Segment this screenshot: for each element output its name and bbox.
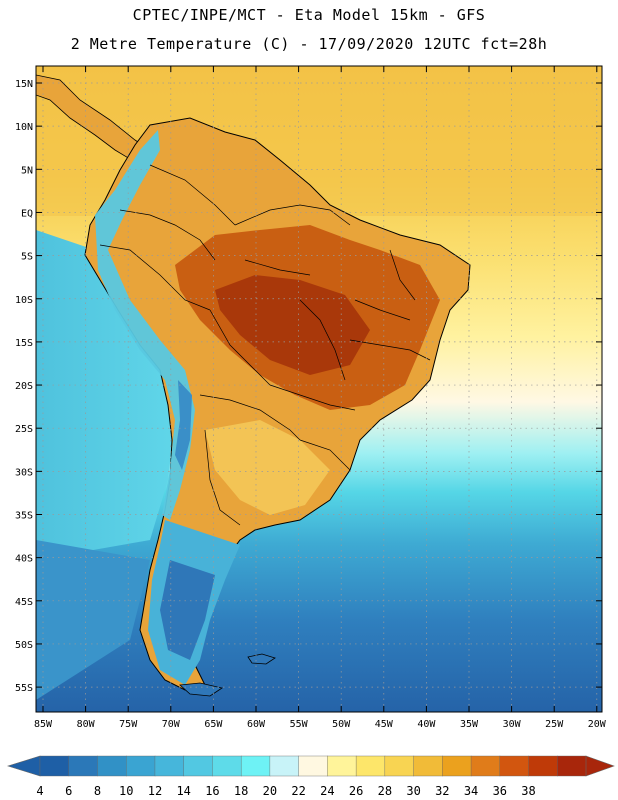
lon-label: 70W <box>162 719 181 730</box>
lat-label: 35S <box>15 511 33 522</box>
colorbar-label: 30 <box>406 784 420 798</box>
colorbar-swatch <box>442 755 472 777</box>
latitude-axis: 15N 10N 5N EQ 5S 10S 15S 20S 25S 30S 35S 40S 45S 50S 5… <box>15 79 602 694</box>
colorbar-swatch <box>154 755 185 777</box>
colorbar-swatch <box>240 755 271 777</box>
tierra-del-fuego <box>179 682 223 697</box>
lat-label: 15N <box>15 79 33 90</box>
lon-label: 75W <box>119 719 138 730</box>
colorbar-label: 10 <box>119 784 133 798</box>
colorbar-label: 26 <box>349 784 363 798</box>
longitude-axis: 85W 80W 75W 70W 65W 60W 55W 50W 45W 40W 35W 30W 25W 2… <box>34 66 607 730</box>
lon-label: 25W <box>545 719 564 730</box>
country-borders <box>99 164 431 526</box>
lon-label: 35W <box>460 719 479 730</box>
pacific-cold-water <box>36 230 175 560</box>
colorbar-arrow-left <box>6 755 41 777</box>
lon-label: 45W <box>375 719 394 730</box>
lon-label: 60W <box>247 719 266 730</box>
colorbar-label: 6 <box>65 784 72 798</box>
lat-label: 10S <box>15 295 33 306</box>
colorbar-label: 38 <box>521 784 535 798</box>
andes-high-cold <box>175 380 192 470</box>
map-title-line1: CPTEC/INPE/MCT - Eta Model 15km - GFS <box>132 6 486 24</box>
colorbar-label: 12 <box>148 784 162 798</box>
colorbar: 4 6 8 10 12 14 16 18 20 22 24 26 28 30 32 34 36 38 <box>6 755 615 798</box>
colorbar-swatch <box>384 755 415 777</box>
colorbar-swatch <box>269 755 300 777</box>
lat-label: 30S <box>15 467 33 478</box>
andes-cold-strip <box>95 130 195 520</box>
colorbar-label: 32 <box>435 784 449 798</box>
colorbar-swatch <box>528 755 558 777</box>
map-title-line2: 2 Metre Temperature (C) - 17/09/2020 12U… <box>70 35 548 53</box>
lat-label: 40S <box>15 554 33 565</box>
colorbar-swatch <box>97 755 127 777</box>
colorbar-swatch <box>298 755 328 777</box>
colorbar-arrow-right <box>585 755 615 777</box>
colorbar-label: 28 <box>378 784 392 798</box>
colorbar-swatch <box>470 755 501 777</box>
colorbar-label: 36 <box>493 784 507 798</box>
lon-label: 30W <box>503 719 522 730</box>
lat-label: 50S <box>15 640 33 651</box>
colorbar-swatch <box>68 755 98 777</box>
lon-label: 65W <box>204 719 223 730</box>
colorbar-label: 18 <box>234 784 248 798</box>
colorbar-label: 24 <box>320 784 334 798</box>
lat-label: 5N <box>21 165 33 176</box>
lon-label: 85W <box>34 719 53 730</box>
colorbar-swatch <box>499 755 530 777</box>
graticule <box>36 66 602 712</box>
falkland-islands <box>247 653 276 665</box>
lon-label: 50W <box>332 719 351 730</box>
map-frame <box>35 65 603 713</box>
lat-label: EQ <box>21 208 33 219</box>
colorbar-label: 34 <box>464 784 478 798</box>
colorbar-swatch <box>557 755 587 777</box>
lat-label: 15S <box>15 338 33 349</box>
hottest-core <box>215 275 370 375</box>
colorbar-swatch <box>126 755 156 777</box>
colorbar-swatch <box>327 755 357 777</box>
lat-label: 20S <box>15 381 33 392</box>
colorbar-label: 16 <box>205 784 219 798</box>
lat-label: 25S <box>15 424 33 435</box>
colorbar-swatch <box>212 755 242 777</box>
lat-label: 55S <box>15 683 33 694</box>
colorbar-swatch <box>39 755 70 777</box>
south-pacific-water <box>36 540 150 700</box>
lon-label: 55W <box>290 719 309 730</box>
map-panel <box>36 66 602 712</box>
patagonia-cold <box>160 560 215 660</box>
lon-label: 80W <box>77 719 96 730</box>
colorbar-label: 4 <box>36 784 43 798</box>
lon-label: 20W <box>588 719 607 730</box>
lat-label: 45S <box>15 597 33 608</box>
colorbar-swatch <box>183 755 213 777</box>
colorbar-label: 20 <box>263 784 277 798</box>
colorbar-label: 8 <box>94 784 101 798</box>
colorbar-swatch <box>413 755 443 777</box>
lon-label: 40W <box>417 719 436 730</box>
colorbar-label: 22 <box>291 784 305 798</box>
colorbar-swatch <box>355 755 386 777</box>
lat-label: 10N <box>15 122 33 133</box>
colorbar-label: 14 <box>176 784 190 798</box>
lat-label: 5S <box>21 252 33 263</box>
southern-cone-mild <box>205 420 330 515</box>
